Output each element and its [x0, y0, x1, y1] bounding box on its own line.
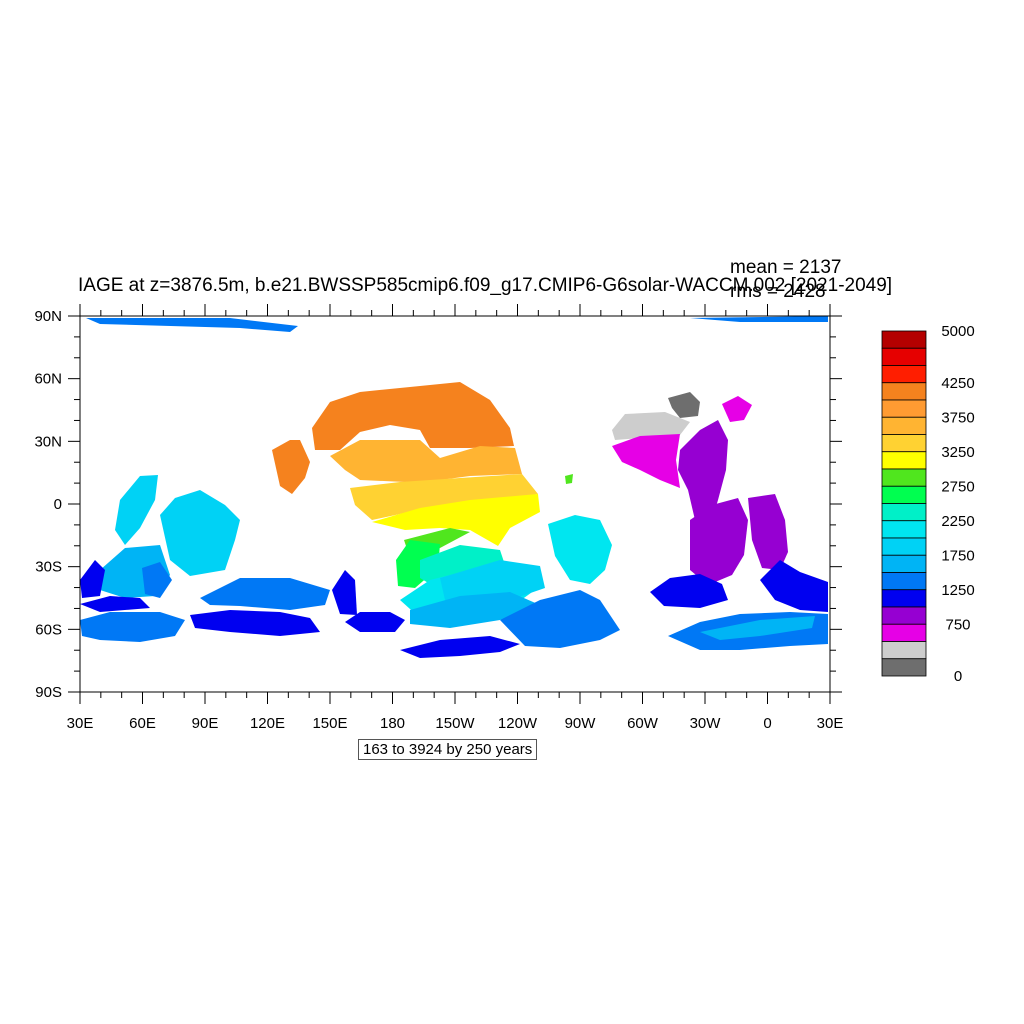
region-southeast-pacific-medblue — [500, 590, 620, 648]
colorbar-box — [881, 382, 927, 401]
colorbar-box — [881, 537, 927, 556]
colorbar-label: 2750 — [941, 478, 974, 495]
region-cape-blue — [80, 596, 150, 612]
colorbar-box — [881, 623, 927, 642]
region-north-pacific-lightorange — [330, 440, 522, 482]
region-north-atlantic-lightgray — [612, 412, 690, 440]
region-arabian-sea-lightcyan — [115, 475, 158, 545]
colorbar-label: 750 — [945, 616, 970, 633]
colorbar-box — [881, 365, 927, 384]
mean-stat: mean = 2137 — [730, 257, 842, 278]
colorbar-box — [881, 347, 927, 366]
lon-label: 60E — [129, 715, 156, 732]
colorbar-label: 4250 — [941, 375, 974, 392]
colorbar-box — [881, 554, 927, 573]
lat-label: 30N — [34, 433, 62, 450]
region-west-pacific-orange — [272, 440, 310, 494]
lon-label: 180 — [380, 715, 405, 732]
lon-label: 90E — [192, 715, 219, 732]
lat-label: 90S — [35, 684, 62, 701]
region-south-pacific-green — [396, 540, 440, 588]
colorbar: 5000 4250 3750 3250 2750 2250 1750 1250 750 0 — [881, 323, 975, 685]
region-north-pacific-orange — [312, 382, 514, 450]
colorbar-label: 0 — [954, 668, 962, 685]
region-africa-blue — [80, 560, 105, 598]
region-south-pacific-skyblue — [410, 592, 540, 628]
region-southern-ocean-pacific-blue — [400, 636, 520, 658]
colorbar-box — [881, 399, 927, 418]
region-north-pacific-gold — [350, 474, 538, 520]
region-green-spot — [565, 474, 573, 484]
colorbar-box — [881, 503, 927, 522]
lon-label: 90W — [565, 715, 597, 732]
region-south-atlantic-purple — [690, 498, 748, 585]
lat-label: 60N — [34, 371, 62, 388]
colorbar-box — [881, 434, 927, 453]
region-new-zealand-blue — [332, 570, 357, 615]
colorbar-box — [881, 658, 927, 677]
plot-title: IAGE at z=3876.5m, b.e21.BWSSP585cmip6.f… — [78, 275, 893, 296]
colorbar-box — [881, 641, 927, 660]
lon-label: 30E — [817, 715, 844, 732]
lon-label: 30E — [67, 715, 94, 732]
lat-label: 0 — [54, 496, 62, 513]
region-south-africa-medblue — [80, 612, 185, 642]
colorbar-box — [881, 485, 927, 504]
colorbar-box — [881, 520, 927, 539]
colorbar-label: 3750 — [941, 409, 974, 426]
region-nordic-magenta — [722, 396, 752, 422]
region-madagascar-medblue — [142, 562, 172, 598]
lon-label: 120E — [250, 715, 285, 732]
region-greenland-darkgray — [668, 392, 700, 418]
colorbar-box — [881, 416, 927, 435]
lon-label: 150E — [312, 715, 347, 732]
colorbar-label: 1750 — [941, 547, 974, 564]
colorbar-box — [881, 589, 927, 608]
colorbar-label: 5000 — [941, 323, 974, 340]
lat-label: 90N — [34, 308, 62, 325]
lat-label: 60S — [35, 621, 62, 638]
colorbar-label: 1250 — [941, 582, 974, 599]
region-arctic-west — [86, 318, 298, 332]
region-southern-ocean-tasman-blue — [345, 612, 405, 632]
region-weddell-cyan — [700, 616, 815, 640]
region-indian-ocean-lightcyan — [160, 490, 240, 576]
map-axes: 90N 60N 30N 0 30S 60S 90S 30E 60E 90E 120E 150E 180 1… — [34, 304, 843, 732]
region-south-indian-medblue — [200, 578, 330, 610]
region-arctic-east — [690, 316, 828, 322]
colorbar-box — [881, 330, 927, 349]
region-north-atlantic-magenta — [612, 434, 680, 488]
colorbar-label: 2250 — [941, 513, 974, 530]
colorbar-box — [881, 572, 927, 591]
region-southern-ocean-indian-blue — [190, 610, 320, 636]
colorbar-label: 3250 — [941, 444, 974, 461]
region-east-atlantic-purple — [748, 494, 788, 570]
colorbar-box — [881, 451, 927, 470]
region-mid-atlantic-purple — [678, 420, 728, 575]
lon-label: 30W — [690, 715, 722, 732]
region-cape-basin-blue — [760, 560, 828, 612]
rms-stat: rms = 2428 — [730, 281, 826, 302]
colorbar-box — [881, 606, 927, 625]
region-east-pacific-cyan — [548, 515, 612, 584]
lon-label: 120W — [498, 715, 538, 732]
region-argentine-blue — [650, 574, 728, 608]
lon-label: 150W — [435, 715, 475, 732]
colorbar-box — [881, 468, 927, 487]
lon-label: 0 — [763, 715, 771, 732]
lat-label: 30S — [35, 559, 62, 576]
contour-info-box: 163 to 3924 by 250 years — [358, 739, 538, 760]
region-equatorial-yellow — [372, 494, 540, 546]
data-fill — [80, 316, 828, 658]
lon-label: 60W — [627, 715, 659, 732]
